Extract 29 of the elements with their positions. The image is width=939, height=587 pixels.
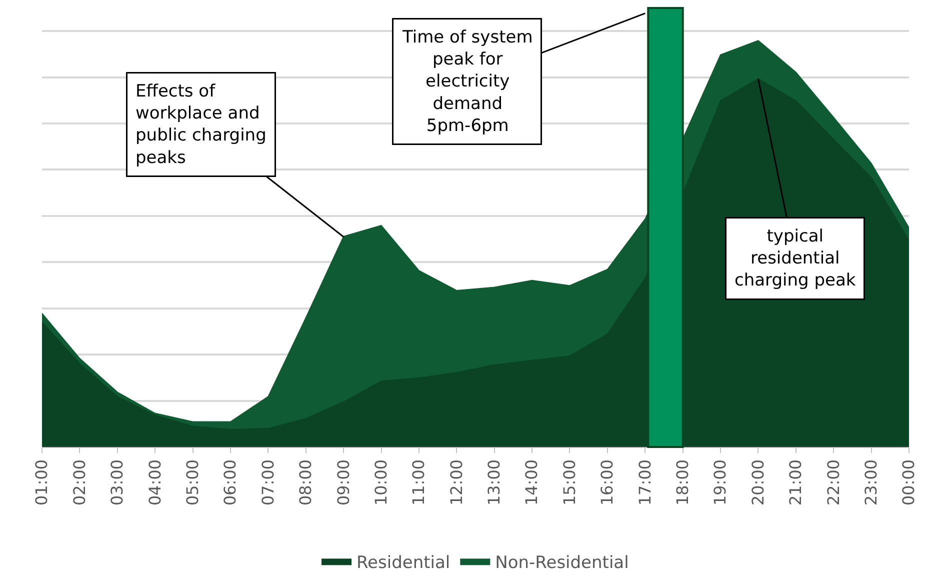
legend-label: Non-Residential	[495, 552, 629, 573]
x-tick-label: 07:00	[258, 459, 278, 506]
x-tick-label: 18:00	[673, 459, 692, 506]
x-tick-label: 01:00	[32, 459, 52, 506]
x-tick-label: 11:00	[409, 459, 428, 506]
x-tick-label: 14:00	[522, 459, 542, 506]
x-tick-label: 09:00	[334, 459, 353, 506]
x-tick-label: 04:00	[145, 459, 164, 506]
x-tick-label: 12:00	[446, 459, 466, 506]
x-tick-label: 21:00	[786, 459, 806, 506]
x-tick-label: 23:00	[862, 459, 880, 506]
x-tick-label: 00:00	[899, 459, 918, 506]
annotation: Effects of workplace and public charging peaks	[136, 82, 266, 168]
x-tick-label: 10:00	[371, 459, 390, 506]
x-tick-label: 13:00	[484, 459, 504, 506]
x-tick-label: 02:00	[70, 459, 89, 506]
x-tick-label: 17:00	[635, 459, 654, 506]
x-tick-label: 03:00	[108, 459, 127, 506]
x-tick-label: 16:00	[598, 459, 617, 506]
x-tick-label: 20:00	[748, 459, 768, 506]
x-tick-label: 05:00	[182, 459, 202, 506]
x-tick-label: 19:00	[710, 459, 730, 506]
annotation: typical residential charging peak	[734, 226, 856, 291]
x-tick-label: 15:00	[560, 459, 579, 506]
x-tick-label: 08:00	[296, 459, 316, 506]
legend-label: Residential	[356, 552, 450, 573]
x-tick-label: 06:00	[220, 459, 240, 506]
x-tick-label: 22:00	[824, 459, 843, 506]
annotation: Time of system peak for electricity demand 5pm-6pm	[402, 28, 533, 136]
